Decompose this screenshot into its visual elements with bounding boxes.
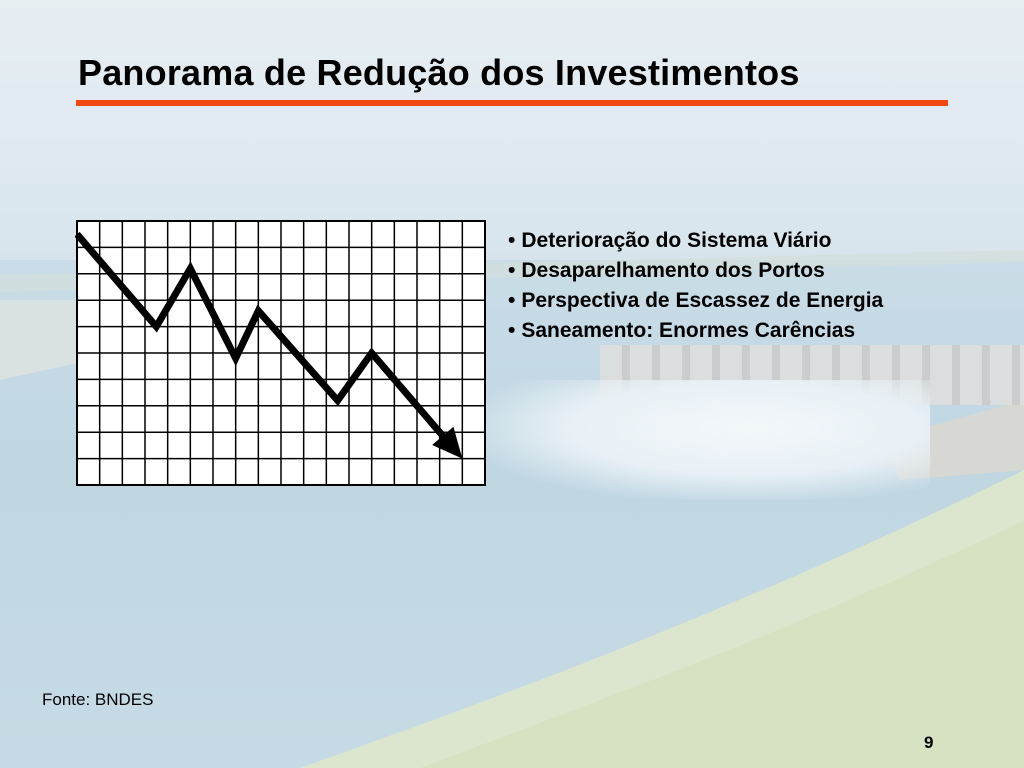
declining-line-chart: [75, 220, 486, 486]
title-underline: [76, 100, 948, 106]
water-spray: [470, 380, 930, 500]
series-line: [75, 231, 447, 440]
page-title: Panorama de Redução dos Investimentos: [78, 52, 800, 93]
source-note: Fonte: BNDES: [42, 690, 154, 709]
bullet-item: • Deterioração do Sistema Viário: [508, 229, 832, 252]
page-number: 9: [924, 733, 934, 752]
bullet-item: • Saneamento: Enormes Carências: [508, 319, 856, 342]
bullet-list: • Deterioração do Sistema Viário • Desapar…: [508, 226, 883, 346]
bullet-item: • Perspectiva de Escassez de Energia: [508, 289, 884, 312]
arrow-head: [432, 426, 463, 459]
bullet-item: • Desaparelhamento dos Portos: [508, 259, 825, 282]
